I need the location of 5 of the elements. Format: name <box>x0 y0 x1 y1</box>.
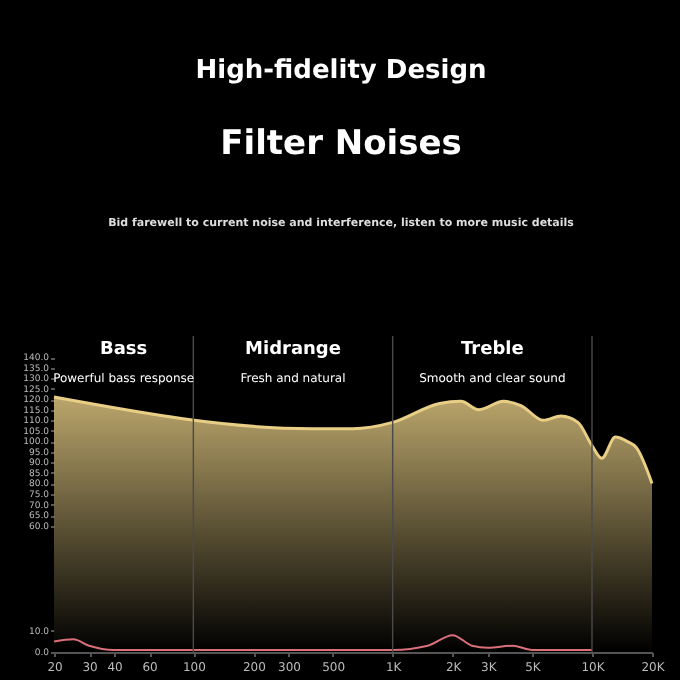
annotation: Bass <box>100 340 148 360</box>
chart-title: High-fidelity Design <box>195 56 487 86</box>
annotation: Treble <box>461 340 524 360</box>
chart-subtitle: Filter Noises <box>220 124 462 164</box>
annotation: Midrange <box>245 340 341 360</box>
